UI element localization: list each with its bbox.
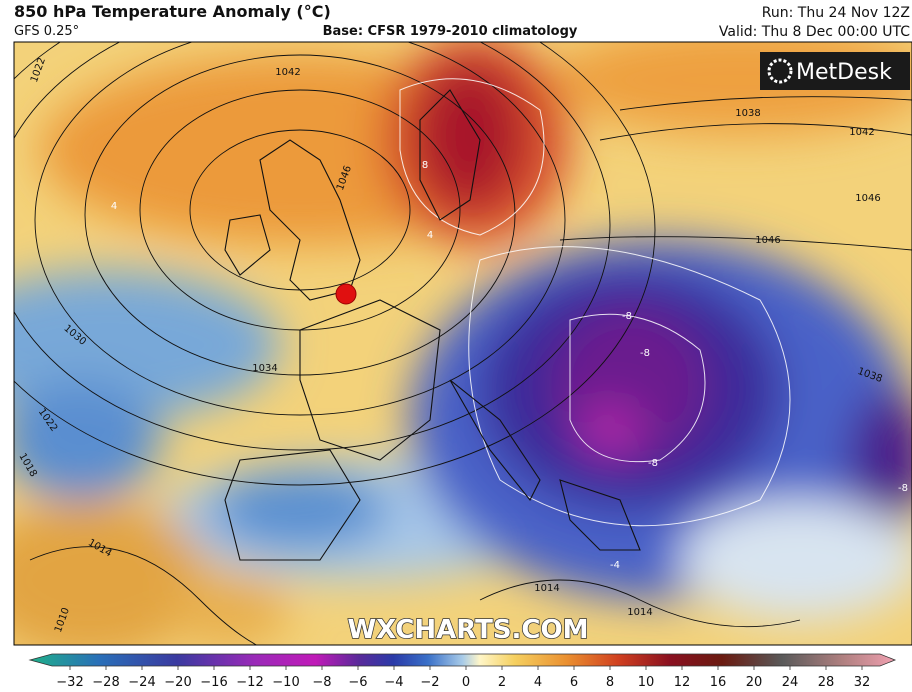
colorbar-tick-label: −8 — [312, 675, 331, 690]
logo-text: MetDesk — [796, 60, 892, 85]
anomaly-contours — [399, 78, 791, 527]
colorbar-tick-label: 4 — [534, 675, 542, 690]
map-frame — [13, 41, 912, 646]
colorbar-tick-label: 20 — [746, 675, 763, 690]
colorbar-tick-label: 24 — [782, 675, 799, 690]
colorbar-tick-label: −32 — [56, 675, 83, 690]
colorbar-tick-label: 16 — [710, 675, 727, 690]
colorbar-tick-label: 0 — [462, 675, 470, 690]
map: 1042 1038 1042 1046 1046 1046 1034 1030 … — [14, 42, 912, 645]
colorbar-tick-label: −12 — [236, 675, 263, 690]
coastlines — [224, 89, 641, 561]
colorbar-tick-label: 32 — [854, 675, 871, 690]
colorbar-tick-label: −10 — [272, 675, 299, 690]
colorbar-tick-label: −24 — [128, 675, 155, 690]
anomaly-label: -8 — [640, 348, 650, 359]
anomaly-field — [14, 42, 912, 645]
colorbar-tick-label: −2 — [420, 675, 439, 690]
anomaly-label: 4 — [427, 230, 433, 241]
colorbar-tick-label: 12 — [674, 675, 691, 690]
isobars — [14, 42, 912, 645]
anomaly-label: -8 — [622, 311, 632, 322]
logo-box — [760, 52, 910, 90]
run: Run: Thu 24 Nov 12Z — [762, 5, 910, 21]
isobar-label: 1014 — [627, 607, 652, 618]
logo-icon — [767, 58, 793, 84]
isobar-label: 1014 — [534, 583, 559, 594]
colorbar-ramp — [28, 653, 897, 667]
colorbar-tick-label: 8 — [606, 675, 614, 690]
anomaly-label: 4 — [111, 201, 117, 212]
isobar-label: 1038 — [735, 108, 760, 119]
header: 850 hPa Temperature Anomaly (°C) GFS 0.2… — [14, 2, 910, 40]
anomaly-label: 8 — [422, 160, 428, 171]
anomaly-label: -4 — [610, 560, 620, 571]
colorbar-tick-label: −4 — [384, 675, 403, 690]
location-marker — [335, 283, 357, 305]
colorbar-tick-label: 28 — [818, 675, 835, 690]
isobar-label: 1046 — [855, 193, 880, 204]
valid: Valid: Thu 8 Dec 00:00 UTC — [719, 24, 910, 40]
anomaly-label: -8 — [648, 458, 658, 469]
colorbar-tick-label: −20 — [164, 675, 191, 690]
logo: MetDesk — [760, 52, 910, 90]
colorbar: −32 −28 −24 −20 −16 −12 −10 −8 −6 −4 −2 0 2 4 6 8 10 12 16… — [28, 653, 897, 690]
model: GFS 0.25° — [14, 24, 79, 39]
anomaly-labels: -8 -8 -8 -8 8 4 4 -4 — [111, 160, 908, 571]
colorbar-tick-label: 10 — [638, 675, 655, 690]
anomaly-label: -8 — [898, 483, 908, 494]
watermark: WXCHARTS.COM — [347, 615, 588, 645]
title: 850 hPa Temperature Anomaly (°C) — [14, 2, 331, 21]
colorbar-tick-label: −16 — [200, 675, 227, 690]
colorbar-tick-label: 2 — [498, 675, 506, 690]
isobar-label: 1042 — [275, 67, 300, 78]
colorbar-tick-label: 6 — [570, 675, 578, 690]
colorbar-tick-label: −6 — [348, 675, 367, 690]
isobar-label: 1034 — [252, 363, 277, 374]
base: Base: CFSR 1979-2010 climatology — [323, 24, 578, 39]
colorbar-tick-label: −28 — [92, 675, 119, 690]
isobar-label: 1042 — [849, 127, 874, 138]
isobar-label: 1046 — [755, 235, 780, 246]
